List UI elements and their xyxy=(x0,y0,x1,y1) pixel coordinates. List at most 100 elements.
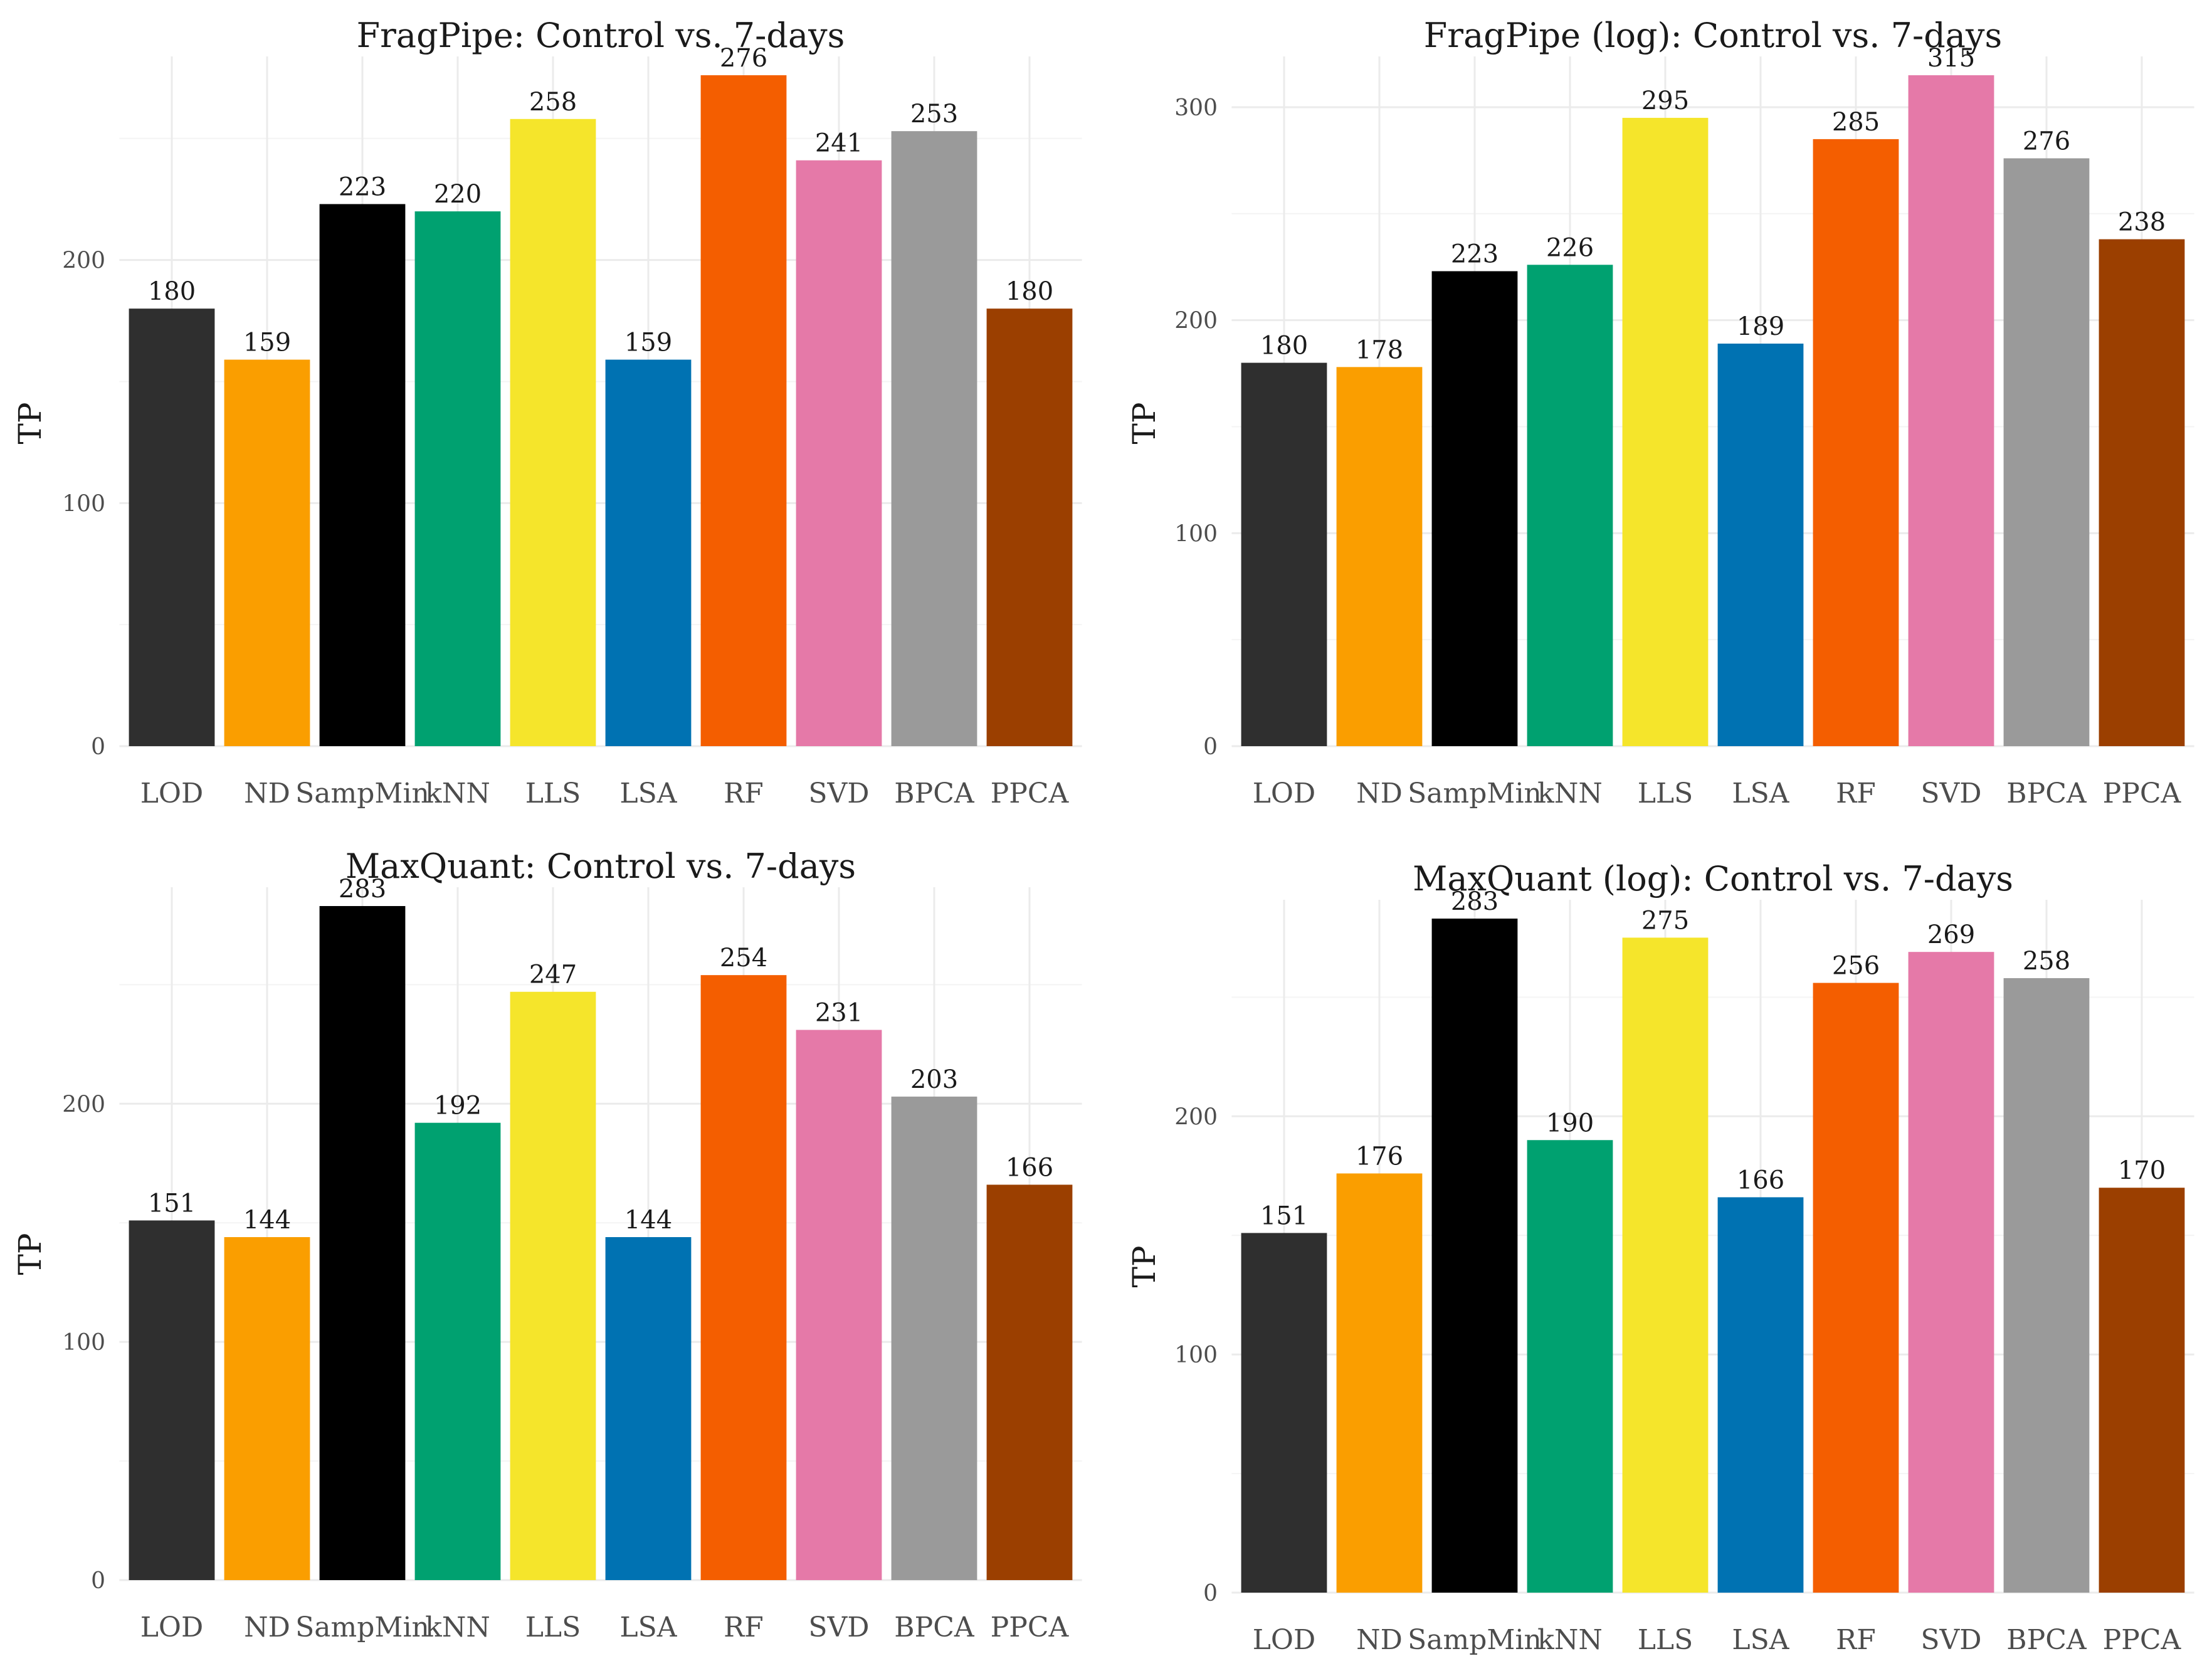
data-label-nd: 159 xyxy=(243,329,291,357)
data-label-ppca: 170 xyxy=(2118,1156,2166,1185)
y-tick-label: 100 xyxy=(1174,521,1218,547)
bar-bpca xyxy=(891,1096,977,1580)
y-tick-label: 200 xyxy=(62,248,105,274)
panel-fragpipe: 180 159 223 220 258 159 276 241 253 180 LOD ND SampM… xyxy=(12,16,1082,809)
panel-maxquant: 151 144 283 192 247 144 254 231 203 166 LOD ND SampM… xyxy=(12,846,1082,1643)
x-tick-label-rf: RF xyxy=(724,778,764,809)
data-label-bpca: 253 xyxy=(910,100,958,129)
data-label-svd: 241 xyxy=(815,129,863,158)
data-label-nd: 176 xyxy=(1356,1142,1403,1171)
x-tick-label-rf: RF xyxy=(724,1611,764,1643)
panel-maxquant-log: 151 176 283 190 275 166 256 269 258 170 LOD ND SampM… xyxy=(1126,859,2194,1656)
data-label-sampmin: 223 xyxy=(1451,240,1498,269)
x-tick-label-bpca: BPCA xyxy=(894,778,975,809)
y-tick-label: 200 xyxy=(1174,308,1218,334)
data-label-sampmin: 283 xyxy=(339,875,386,904)
x-tick-label-knn: kNN xyxy=(1537,778,1603,809)
x-tick-label-bpca: BPCA xyxy=(2006,1624,2087,1656)
x-tick-label-lsa: LSA xyxy=(1732,1624,1789,1656)
x-tick-label-lsa: LSA xyxy=(1732,778,1789,809)
bar-nd xyxy=(224,359,310,746)
x-tick-label-sampmin: SampMin xyxy=(1408,1624,1542,1656)
data-label-bpca: 258 xyxy=(2023,947,2070,976)
chart-title: MaxQuant (log): Control vs. 7-days xyxy=(1413,859,2013,899)
data-label-lsa: 159 xyxy=(624,329,672,357)
bar-rf xyxy=(1813,983,1899,1593)
bar-lsa xyxy=(605,359,692,746)
bar-lls xyxy=(510,991,596,1580)
bar-lod xyxy=(129,308,215,746)
data-label-rf: 285 xyxy=(1832,108,1880,137)
panel-fragpipe-log: 180 178 223 226 295 189 285 315 276 238 LOD ND SampM… xyxy=(1126,16,2194,809)
x-tick-label-ppca: PPCA xyxy=(991,778,1070,809)
data-label-lod: 180 xyxy=(1260,332,1308,361)
bar-knn xyxy=(1527,1140,1613,1593)
y-tick-label: 200 xyxy=(1174,1104,1218,1130)
data-label-ppca: 238 xyxy=(2118,208,2166,237)
x-tick-label-sampmin: SampMin xyxy=(295,778,429,809)
bar-nd xyxy=(1336,367,1423,746)
data-label-knn: 190 xyxy=(1546,1109,1594,1137)
data-label-bpca: 203 xyxy=(910,1065,958,1094)
data-label-lod: 180 xyxy=(148,277,196,306)
data-labels: 180 159 223 220 258 159 276 241 253 180 xyxy=(148,44,1053,357)
y-tick-label: 200 xyxy=(62,1092,105,1117)
x-tick-label-lls: LLS xyxy=(1638,1624,1693,1656)
data-label-svd: 315 xyxy=(1927,44,1975,73)
data-label-svd: 231 xyxy=(815,999,863,1028)
y-axis-ticks: 0 100 200 300 xyxy=(1174,95,1218,760)
y-axis-ticks: 0 100 200 xyxy=(62,248,105,760)
data-label-nd: 178 xyxy=(1356,335,1403,364)
bar-nd xyxy=(1336,1173,1423,1593)
x-tick-label-svd: SVD xyxy=(808,778,869,809)
y-tick-label: 0 xyxy=(1203,1581,1218,1606)
data-label-lod: 151 xyxy=(1260,1201,1308,1230)
bar-rf xyxy=(1813,139,1899,746)
data-label-bpca: 276 xyxy=(2023,127,2070,156)
x-tick-label-svd: SVD xyxy=(808,1611,869,1643)
chart-title: MaxQuant: Control vs. 7-days xyxy=(345,846,856,886)
bar-lsa xyxy=(1717,1197,1804,1593)
x-tick-label-bpca: BPCA xyxy=(2006,778,2087,809)
y-axis-label: TP xyxy=(1126,403,1162,445)
x-tick-label-sampmin: SampMin xyxy=(295,1611,429,1643)
data-label-lsa: 144 xyxy=(624,1206,672,1235)
data-label-rf: 276 xyxy=(720,44,767,73)
bars xyxy=(129,906,1073,1580)
bar-sampmin xyxy=(1431,271,1518,746)
x-tick-label-nd: ND xyxy=(244,1611,290,1643)
y-tick-label: 0 xyxy=(1203,734,1218,760)
y-axis-ticks: 0 100 200 xyxy=(62,1092,105,1594)
y-tick-label: 300 xyxy=(1174,95,1218,121)
x-tick-label-lsa: LSA xyxy=(619,778,677,809)
x-tick-label-rf: RF xyxy=(1836,1624,1876,1656)
data-label-sampmin: 283 xyxy=(1451,887,1498,916)
x-tick-label-svd: SVD xyxy=(1920,778,1981,809)
bar-knn xyxy=(414,211,501,746)
data-label-knn: 220 xyxy=(434,180,482,209)
data-label-lls: 295 xyxy=(1641,87,1689,115)
bar-sampmin xyxy=(319,204,406,746)
bar-lsa xyxy=(1717,344,1804,746)
x-tick-label-ppca: PPCA xyxy=(2103,778,2182,809)
bar-svd xyxy=(796,160,882,746)
bar-sampmin xyxy=(319,906,406,1580)
y-tick-label: 0 xyxy=(91,734,105,760)
data-label-sampmin: 223 xyxy=(339,172,386,201)
bar-lsa xyxy=(605,1237,692,1580)
data-label-lls: 275 xyxy=(1641,906,1689,935)
x-tick-label-nd: ND xyxy=(1356,778,1403,809)
bar-rf xyxy=(700,975,787,1580)
data-label-ppca: 180 xyxy=(1006,277,1053,306)
bar-bpca xyxy=(2003,158,2090,746)
x-tick-label-lod: LOD xyxy=(140,778,204,809)
bar-lod xyxy=(1241,1233,1327,1593)
bar-svd xyxy=(1908,952,1994,1593)
data-label-lls: 247 xyxy=(529,961,577,989)
y-axis-label: TP xyxy=(12,1233,48,1275)
bar-svd xyxy=(1908,75,1994,746)
x-tick-label-lls: LLS xyxy=(525,778,581,809)
